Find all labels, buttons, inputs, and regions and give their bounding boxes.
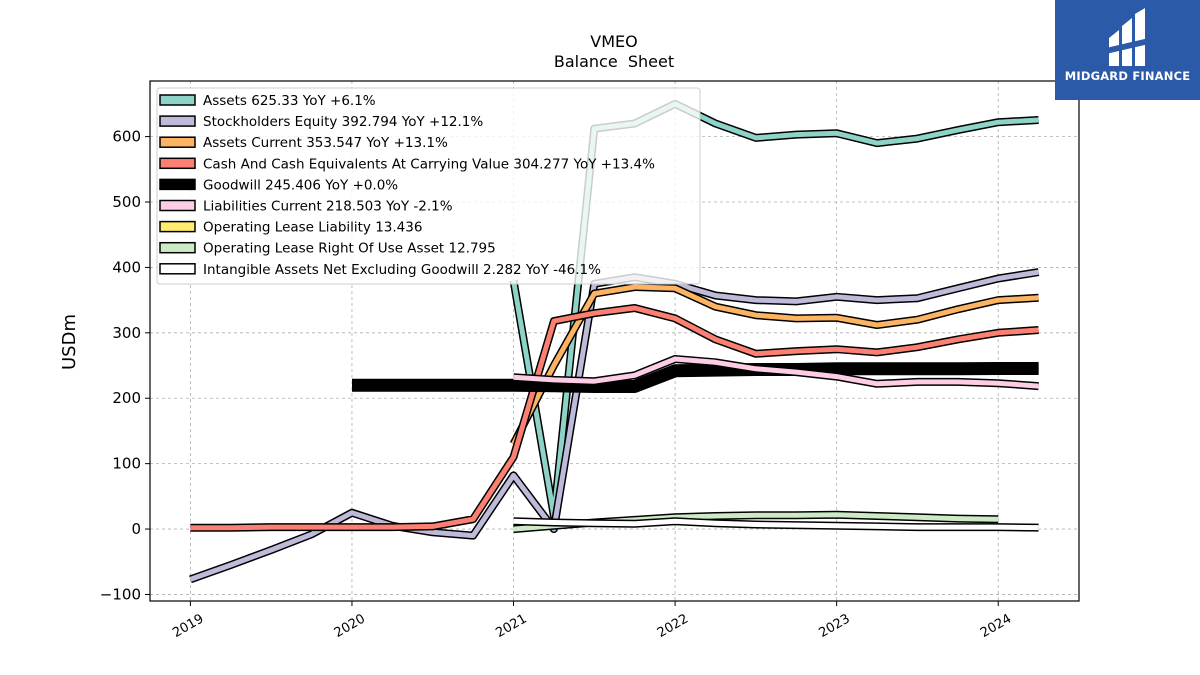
x-tick-label: 2019 [170,611,206,641]
legend-swatch [159,157,196,170]
legend: Assets 625.33 YoY +6.1% Stockholders Equi… [156,87,701,285]
y-tick-label: 0 [131,520,141,538]
logo-text: MIDGARD FINANCE [1064,69,1191,83]
legend-label: Stockholders Equity 392.794 YoY +12.1% [203,114,483,130]
legend-swatch [159,178,196,191]
x-tick-label: 2023 [816,611,852,641]
x-axis: 2019 2020 2021 2022 2023 2024 [170,601,1014,641]
legend-swatch [159,199,196,212]
legend-frame [156,87,701,285]
legend-swatch [159,136,196,148]
y-tick-label: −100 [100,585,141,603]
logo-mark-icon [1106,8,1149,66]
y-tick-label: 600 [112,128,141,146]
y-tick-label: 200 [112,389,141,407]
series-3 [190,304,1039,532]
plot-frame [149,80,1080,602]
series-line [352,363,1039,392]
series-8 [513,517,1039,532]
legend-swatch [159,220,196,233]
y-tick-label: 300 [112,324,141,342]
y-tick-label: 100 [112,455,141,473]
legend-label: Operating Lease Right Of Use Asset 12.79… [203,241,496,257]
legend-label: Liabilities Current 218.503 YoY -2.1% [203,199,453,215]
series-5 [513,355,1039,391]
series-line-outline [190,304,1039,532]
x-tick-label: 2021 [493,611,529,641]
legend-swatch [159,263,196,275]
chart-subtitle: Balance Sheet [554,52,674,71]
x-tick-label: 2024 [978,611,1014,641]
legend-swatch [159,115,196,127]
x-tick-label: 2020 [332,611,368,641]
y-tick-label: 500 [112,193,141,211]
legend-label: Operating Lease Liability 13.436 [203,220,422,236]
series-line [513,356,1039,389]
series-line [190,305,1039,531]
legend-label: Intangible Assets Net Excluding Goodwill… [203,262,601,278]
brand-logo: MIDGARD FINANCE [1055,0,1200,100]
series-line [511,284,1039,446]
series-line [513,518,1039,531]
legend-label: Cash And Cash Equivalents At Carrying Va… [203,156,655,172]
y-tick-label: 400 [112,258,141,276]
series-4 [352,362,1039,393]
legend-label: Assets 625.33 YoY +6.1% [203,93,376,109]
legend-label: Goodwill 245.406 YoY +0.0% [203,177,398,193]
series-2 [509,283,1039,446]
chart-title: VMEO [590,32,637,51]
legend-swatch [159,241,196,254]
x-tick-label: 2022 [655,611,691,641]
y-axis: −100 0 100 200 300 400 500 600 [100,128,150,603]
legend-label: Assets Current 353.547 YoY +13.1% [203,135,448,151]
y-axis-label: USDm [59,314,80,370]
legend-swatch [159,94,196,106]
